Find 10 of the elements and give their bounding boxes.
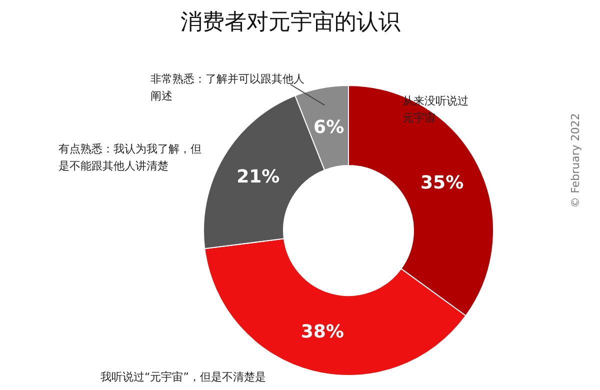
chart-title: 消费者对元宇宙的认识 [180,10,400,35]
data-label: 35% [420,172,464,194]
data-label: 6% [314,116,344,138]
slice-label: 我听说过“元宇宙”，但是不清楚是 [100,370,266,384]
data-label: 38% [300,322,344,343]
slice-label: 有点熟悉：我认为我了解，但是不能跟其他人讲清楚 [58,142,202,172]
slice-label: 非常熟悉：了解并可以跟其他人阐述 [150,72,304,102]
slice-label: 从来没听说过元宇宙 [402,94,468,124]
data-label: 21% [236,166,280,188]
text: © February 2022 [569,113,582,208]
